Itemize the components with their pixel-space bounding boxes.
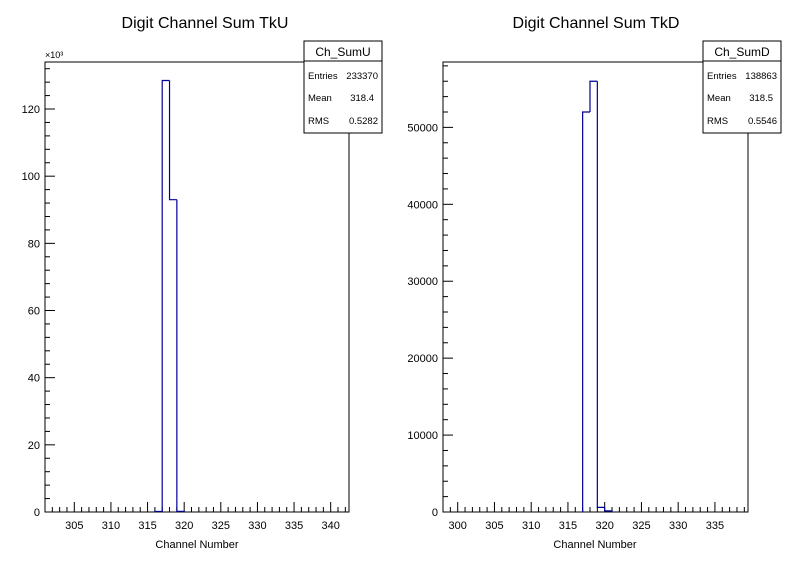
x-tick-label: 300 (449, 520, 467, 532)
y-tick-label: 40 (28, 373, 40, 385)
histogram-bin (589, 80, 598, 112)
y-tick-label: 120 (22, 104, 40, 116)
histogram-bin (154, 510, 163, 513)
stats-title-d: Ch_SumD (714, 45, 770, 59)
y-tick-label: 0 (34, 507, 40, 519)
histogram-bin (168, 80, 177, 201)
stats-label-mean-d: Mean (707, 93, 731, 104)
histogram-bin (604, 507, 613, 512)
x-tick-label: 340 (322, 520, 340, 532)
stats-value-entries-u: 233370 (346, 71, 378, 82)
x-tick-label: 325 (212, 520, 230, 532)
axis-ticks-u: 305 310 315 320 325 330 335 340 0 20 40 60 80 100 120 (22, 68, 346, 532)
y-tick-label: 60 (28, 306, 40, 318)
x-axis-title-d: Channel Number (553, 539, 636, 551)
stats-label-rms-d: RMS (707, 116, 728, 127)
y-tick-label: 50000 (407, 122, 438, 134)
y-tick-label: 10000 (407, 430, 438, 442)
stats-label-entries-d: Entries (707, 71, 737, 82)
stats-label-entries-u: Entries (308, 71, 338, 82)
pad-ch-sum-u: Digit Channel Sum TkU 305 310 315 320 325 330… (22, 15, 383, 551)
y-tick-label: 0 (432, 507, 438, 519)
y-tick-label: 40000 (407, 199, 438, 211)
x-tick-label: 310 (102, 520, 120, 532)
x-tick-label: 335 (706, 520, 724, 532)
x-tick-label: 320 (175, 520, 193, 532)
y-tick-label: 100 (22, 171, 40, 183)
plot-frame-d (442, 61, 749, 513)
stats-value-mean-u: 318.4 (350, 93, 374, 104)
pad-ch-sum-d: Digit Channel Sum TkD 300 305 310 315 320 325… (407, 15, 782, 551)
x-tick-label: 325 (632, 520, 650, 532)
x-tick-label: 305 (485, 520, 503, 532)
y-tick-label: 20 (28, 440, 40, 452)
stats-value-rms-u: 0.5282 (349, 116, 378, 127)
stats-title-u: Ch_SumU (315, 45, 370, 59)
histogram-bin (582, 111, 590, 512)
histogram-bins-d (582, 80, 613, 512)
x-tick-label: 315 (138, 520, 156, 532)
histogram-bins-u (154, 79, 185, 513)
y-exponent-label-u: ×10³ (45, 50, 63, 60)
y-tick-label: 30000 (407, 276, 438, 288)
stats-label-rms-u: RMS (308, 116, 329, 127)
axis-ticks-d: 300 305 310 315 320 325 330 335 0 10000 20000 30000… (407, 65, 745, 532)
chart-title-d: Digit Channel Sum TkD (513, 15, 680, 32)
x-tick-label: 320 (596, 520, 614, 532)
x-tick-label: 330 (669, 520, 687, 532)
stats-value-mean-d: 318.5 (749, 93, 773, 104)
histogram-bin (161, 79, 170, 512)
stats-box-u: Ch_SumU Entries 233370 Mean 318.4 RMS 0.… (303, 40, 383, 134)
stats-label-mean-u: Mean (308, 93, 332, 104)
stats-value-entries-d: 138863 (745, 71, 777, 82)
x-tick-label: 305 (65, 520, 83, 532)
y-tick-label: 80 (28, 238, 40, 250)
plot-frame-u (44, 61, 350, 513)
histogram-bin (176, 199, 185, 512)
chart-title-u: Digit Channel Sum TkU (122, 15, 289, 32)
stats-value-rms-d: 0.5546 (748, 116, 777, 127)
x-tick-label: 335 (285, 520, 303, 532)
histogram-bin (596, 81, 605, 508)
x-tick-label: 315 (559, 520, 577, 532)
stats-box-d: Ch_SumD Entries 138863 Mean 318.5 RMS 0.… (702, 40, 782, 134)
x-axis-title-u: Channel Number (155, 539, 238, 551)
x-tick-label: 330 (248, 520, 266, 532)
y-tick-label: 20000 (407, 353, 438, 365)
x-tick-label: 310 (522, 520, 540, 532)
